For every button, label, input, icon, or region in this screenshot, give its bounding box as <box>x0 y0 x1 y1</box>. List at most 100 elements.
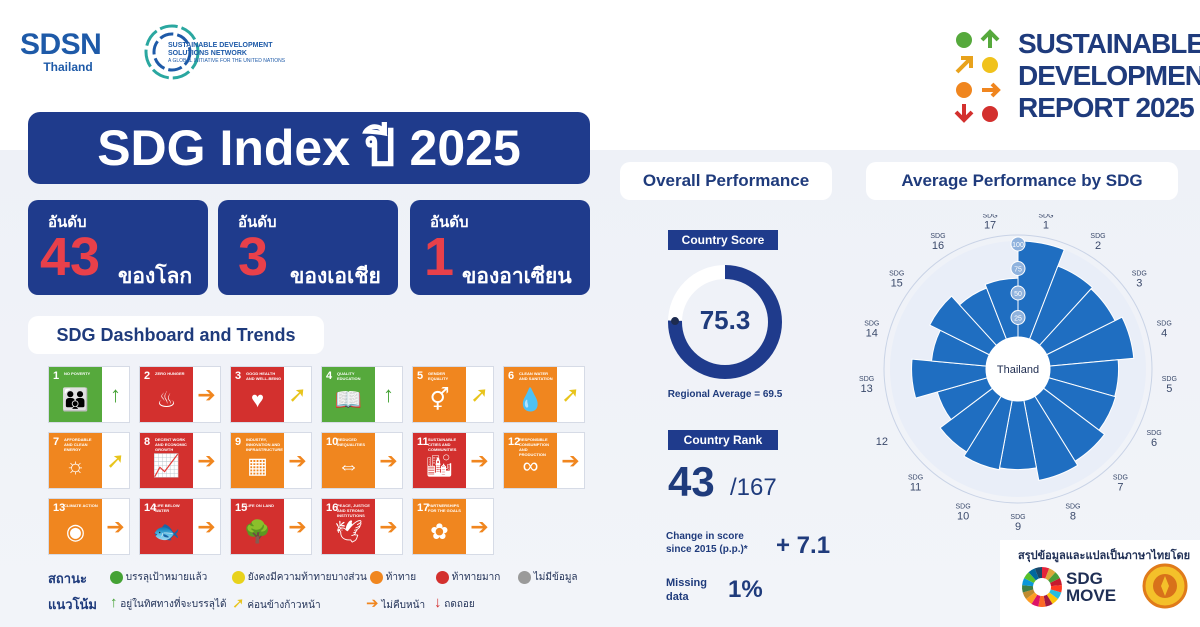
polar-axis-label: SDG 2 <box>1090 233 1105 252</box>
change-label: Change in score since 2015 (p.p.)* <box>666 530 748 556</box>
sdg-goal-icon: 4 QUALITY EDUCATION 📖 <box>322 367 375 422</box>
status-dot-icon <box>232 570 245 584</box>
polar-axis-label: SDG 11 <box>908 474 923 493</box>
polar-center <box>985 336 1051 402</box>
sdg-goal-name: NO POVERTY <box>64 371 91 376</box>
trend-arrow-icon: ➚ <box>561 381 580 407</box>
legend-status-item: ยังคงมีความท้าทายบางส่วน <box>232 570 367 585</box>
university-seal-icon <box>1142 563 1188 609</box>
sdg-tile-4: 4 QUALITY EDUCATION 📖 ↑ <box>321 366 403 423</box>
sdg-goal-number: 9 <box>235 436 242 448</box>
sdg-tile-5: 5 GENDER EQUALITY ⚥ ➚ <box>412 366 494 423</box>
polar-axis-label: SDG 5 <box>1162 376 1177 395</box>
polar-chart: SDG 1 SDG 2 SDG 3 SDG 4 SDG 5 SDG 6 SDG 7 SDG 8 SDG 9 SDG 1… <box>859 214 1177 533</box>
trend-arrow-icon: ➔ <box>379 513 398 539</box>
trend-arrow-icon: ➔ <box>561 447 580 473</box>
arrow-up-icon: ↑ <box>110 594 118 611</box>
sdg-goal-icon: 13 CLIMATE ACTION ◉ <box>49 499 102 554</box>
missing-value: 1% <box>728 576 763 603</box>
sdr-title-line-2: DEVELOPMENT <box>1018 60 1200 91</box>
trend-arrow-icon: ➔ <box>197 447 216 473</box>
sdg-goal-number: 3 <box>235 370 242 382</box>
sdg-tile-16: 16 PEACE, JUSTICE AND STRONG INSTITUTIONS… <box>321 498 403 555</box>
polar-axis-label: SDG 16 <box>930 233 945 252</box>
sdg-goal-glyph-icon: 🕊 <box>334 519 363 544</box>
sdg-goal-number: 2 <box>144 370 151 382</box>
sdg-goal-icon: 14 LIFE BELOW WATER 🐟 <box>140 499 193 554</box>
rank-number: 1 <box>424 227 455 287</box>
avg-performance-title: Average Performance by SDG <box>866 162 1178 200</box>
sdr-title-line-3: REPORT 2025 <box>1018 92 1195 123</box>
sdg-goal-icon: 15 LIFE ON LAND 🌳 <box>231 499 284 554</box>
sdg-goal-number: 8 <box>144 436 151 448</box>
legend-label: ค่อนข้างก้าวหน้า <box>247 600 321 611</box>
country-rank-label: Country Rank <box>668 430 778 450</box>
sdg-goal-glyph-icon: ◉ <box>65 519 86 544</box>
trend-arrow-icon: ➚ <box>106 447 125 473</box>
status-dot-icon <box>436 570 449 584</box>
sdg-goal-glyph-icon: ✿ <box>430 519 449 544</box>
legend-trend-item: ➔ ไม่คืบหน้า <box>366 594 425 613</box>
polar-axis-label: SDG 4 <box>1157 320 1172 339</box>
sdg-goal-glyph-icon: ♥ <box>250 387 265 412</box>
sdg-tile-14: 14 LIFE BELOW WATER 🐟 ➔ <box>139 498 221 555</box>
sdg-goal-icon: 17 PARTNERSHIPS FOR THE GOALS ✿ <box>413 499 466 554</box>
sdg-tile-3: 3 GOOD HEALTH AND WELL-BEING ♥ ➚ <box>230 366 312 423</box>
rank-asean-card: อันดับ 1 ของอาเซียน <box>410 200 590 295</box>
polar-tick-bubble <box>1010 236 1026 252</box>
sdg-goal-name: INDUSTRY, INNOVATION AND INFRASTRUCTURE <box>246 437 283 452</box>
sdg-goal-glyph-icon: 👪 <box>61 387 90 412</box>
missing-label-line-1: Missing <box>666 577 707 589</box>
trend-arrow-icon: ➔ <box>470 447 489 473</box>
legend-status-row: สถานะ บรรลุเป้าหมายแล้ว ยังคงมีความท้าทา… <box>48 568 608 588</box>
sdg-goal-name: LIFE ON LAND <box>246 503 274 508</box>
sdg-goal-icon: 10 REDUCED INEQUALITIES ⇔ <box>322 433 375 488</box>
sdg-goal-number: 1 <box>53 370 60 382</box>
sdg-goal-name: GOOD HEALTH AND WELL-BEING <box>246 371 282 381</box>
legend-trend-item: ↑ อยู่ในทิศทางที่จะบรรลุได้ <box>110 594 226 612</box>
sdsn-network-logo: SUSTAINABLE DEVELOPMENT SOLUTIONS NETWOR… <box>144 22 304 82</box>
arrow-up-right-icon: ➚ <box>232 595 245 612</box>
legend-trend-item: ➚ ค่อนข้างก้าวหน้า <box>232 594 321 613</box>
sdg-goal-name: ZERO HUNGER <box>155 371 185 376</box>
dashboard-title: SDG Dashboard and Trends <box>28 316 324 354</box>
sdg-goal-glyph-icon: ▦ <box>247 453 268 478</box>
sdg-goal-name: RESPONSIBLE CONSUMPTION AND PRODUCTION <box>519 437 549 457</box>
rank-asia-card: อันดับ 3 ของเอเชีย <box>218 200 398 295</box>
sdg-goal-glyph-icon: ⚥ <box>429 387 450 412</box>
rank-label: อันดับ <box>430 214 469 231</box>
sdg-goal-name: PARTNERSHIPS FOR THE GOALS <box>428 503 461 513</box>
sdg-tile-12: 12 RESPONSIBLE CONSUMPTION AND PRODUCTION… <box>503 432 585 489</box>
sdg-goal-number: 16 <box>326 502 339 514</box>
sdg-goal-number: 11 <box>417 436 429 448</box>
rank-world-card: อันดับ 43 ของโลก <box>28 200 208 295</box>
polar-tick-bubble <box>1010 285 1026 301</box>
sdg-tile-9: 9 INDUSTRY, INNOVATION AND INFRASTRUCTURE… <box>230 432 312 489</box>
rank-label: อันดับ <box>238 214 277 231</box>
polar-center-label: Thailand <box>997 364 1039 376</box>
sdg-goal-name: AFFORDABLE AND CLEAN ENERGY <box>64 437 92 452</box>
sdg-goal-number: 14 <box>144 502 157 514</box>
polar-tick-label: 25 <box>1014 316 1022 323</box>
sdg-tile-11: 11 SUSTAINABLE CITIES AND COMMUNITIES 🏙 ➔ <box>412 432 494 489</box>
legend-status-item: ท้าทายมาก <box>436 570 500 585</box>
arrow-right-icon: ➔ <box>366 595 379 612</box>
rank-number: 3 <box>238 227 269 287</box>
polar-axis-label: SDG 6 <box>1146 430 1161 449</box>
legend-trend-item: ↓ ถดถอย <box>434 594 475 612</box>
legend-status-item: บรรลุเป้าหมายแล้ว <box>110 570 207 585</box>
score-donut <box>668 265 782 379</box>
rank-desc: ของโลก <box>118 265 193 288</box>
rank-desc: ของอาเซียน <box>462 265 572 288</box>
network-line-2: SOLUTIONS NETWORK <box>168 50 247 57</box>
sdg-goal-name: LIFE BELOW WATER <box>155 503 180 513</box>
sdg-goal-icon: 16 PEACE, JUSTICE AND STRONG INSTITUTIONS… <box>322 499 375 554</box>
sdr-title-line-1: SUSTAINABLE <box>1018 28 1200 59</box>
trend-arrow-icon: ➚ <box>470 381 489 407</box>
sdg-goal-name: SUSTAINABLE CITIES AND COMMUNITIES <box>428 437 457 452</box>
sdg-tile-1: 1 NO POVERTY 👪 ↑ <box>48 366 130 423</box>
sdg-goal-number: 13 <box>53 502 66 514</box>
trend-arrow-icon: ➔ <box>197 381 216 407</box>
polar-axis-label: SDG 14 <box>864 320 879 339</box>
polar-axis-label: SDG 8 <box>1065 504 1080 523</box>
